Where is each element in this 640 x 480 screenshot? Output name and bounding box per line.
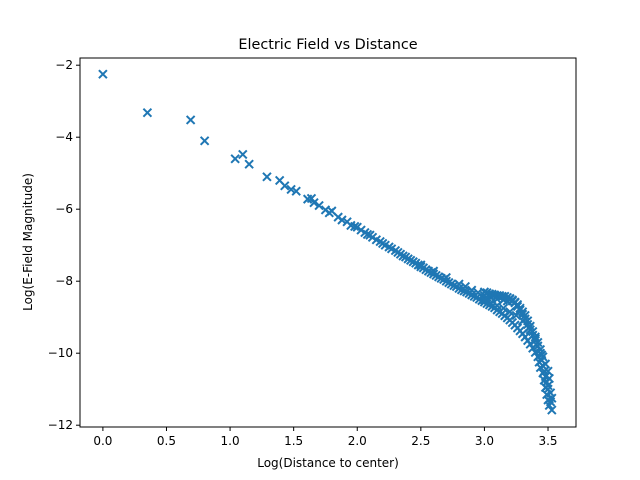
data-point [530,332,541,342]
data-point [230,154,240,164]
x-tick-label: 2.0 [348,434,367,448]
data-point [547,405,557,415]
data-point [362,229,373,240]
x-tick-label: 2.5 [411,434,430,448]
y-axis-ticks: −12 −10 −8 −6 −4 −2 [48,58,80,432]
y-tick-label: −10 [48,346,73,360]
data-point [350,221,360,232]
y-tick-label: −8 [55,274,73,288]
data-point [486,298,496,308]
data-point [314,200,324,211]
data-point [185,115,196,125]
data-point [544,373,554,384]
data-point [454,279,464,289]
data-points [98,69,557,415]
y-tick-label: −4 [55,130,73,144]
y-tick-label: −2 [55,58,73,72]
data-point [498,303,509,313]
data-point [398,251,408,261]
data-point [467,285,477,295]
data-point [517,316,528,326]
data-point [262,172,272,182]
data-point [505,307,515,317]
x-tick-label: 3.5 [538,434,557,448]
data-point [543,366,553,376]
plot-frame [79,57,577,428]
data-point [505,293,515,304]
data-point [199,136,210,146]
data-point [98,69,108,79]
y-tick-label: −12 [48,418,73,432]
data-point [441,272,451,283]
data-point [142,108,153,118]
x-axis-ticks: 0.0 0.5 1.0 1.5 2.0 2.5 3.0 3.5 [93,427,558,448]
data-point [530,334,541,344]
data-point [306,193,317,204]
data-point [416,262,426,272]
data-point [482,288,492,298]
data-point [416,260,426,270]
x-tick-label: 3.0 [475,434,494,448]
data-point [238,149,248,160]
x-tick-label: 0.5 [157,434,176,448]
data-point [460,281,471,292]
x-tick-label: 1.0 [221,434,240,448]
data-point [428,266,439,276]
data-point [545,397,556,407]
data-point [543,380,553,391]
y-tick-label: −6 [55,202,73,216]
x-axis-label: Log(Distance to center) [257,456,399,470]
data-point [479,287,490,297]
data-point [524,323,534,333]
data-point [492,300,502,311]
data-point [291,186,301,196]
data-point [543,384,553,394]
x-tick-label: 1.5 [284,434,303,448]
data-point [280,181,290,191]
data-point [479,295,490,305]
data-point [536,350,547,360]
y-axis-label: Log(E-Field Magnitude) [21,173,35,311]
chart-title: Electric Field vs Distance [238,37,417,53]
x-tick-label: 0.0 [93,434,112,448]
data-point [309,198,319,208]
data-point [337,215,347,225]
data-point [540,359,551,369]
data-point [286,184,296,195]
data-point [244,159,254,169]
